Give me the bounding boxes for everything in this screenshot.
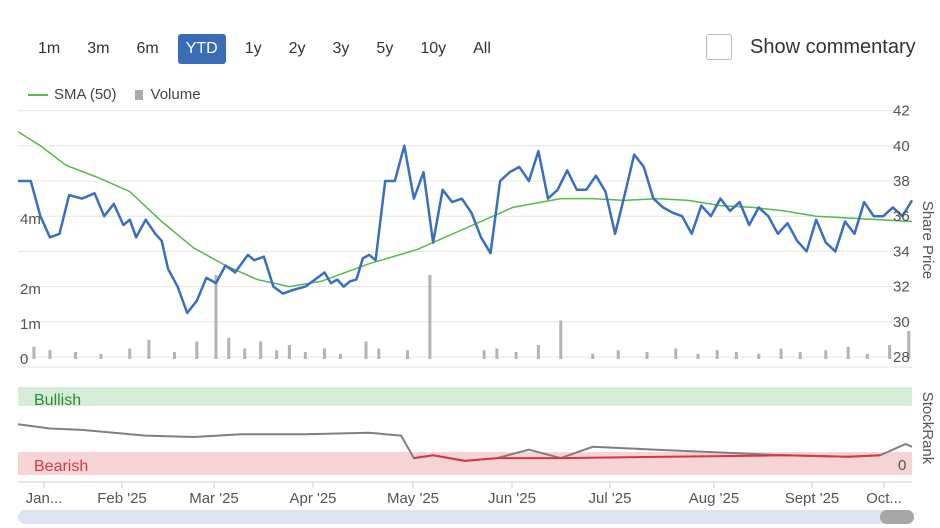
volume-bar bbox=[495, 348, 499, 359]
price-tick-label: 40 bbox=[893, 138, 910, 155]
commentary-label: Show commentary bbox=[750, 35, 916, 58]
volume-bar bbox=[591, 353, 595, 359]
volume-bar bbox=[128, 348, 132, 359]
volume-bar bbox=[147, 339, 151, 359]
range-selector: 1m 3m 6m YTD 1y 2y 3y 5y 10y All bbox=[30, 34, 510, 64]
share-price-axis-label: Share Price bbox=[919, 201, 936, 279]
volume-legend-label: Volume bbox=[150, 86, 201, 103]
stockrank-low-segment bbox=[413, 454, 881, 462]
sma-legend-label: SMA (50) bbox=[54, 86, 117, 103]
volume-bar bbox=[287, 345, 291, 359]
bearish-zone bbox=[18, 452, 912, 475]
price-tick-label: 36 bbox=[893, 208, 910, 225]
stockrank-axis-label: StockRank bbox=[919, 392, 936, 465]
chart-scrollbar-thumb[interactable] bbox=[880, 510, 914, 524]
volume-bar bbox=[715, 350, 719, 359]
volume-bar bbox=[616, 350, 620, 359]
range-button-ytd[interactable]: YTD bbox=[177, 34, 226, 64]
volume-bar bbox=[323, 348, 327, 359]
volume-bar bbox=[779, 348, 783, 359]
price-line bbox=[18, 144, 914, 315]
volume-bar bbox=[406, 350, 410, 359]
volume-bar bbox=[696, 353, 700, 359]
volume-bar bbox=[888, 345, 892, 359]
volume-bar bbox=[559, 320, 563, 359]
volume-bar bbox=[227, 338, 231, 359]
volume-bar bbox=[364, 341, 368, 359]
range-button-6m[interactable]: 6m bbox=[136, 40, 159, 57]
volume-bar bbox=[536, 345, 540, 359]
commentary-checkbox[interactable] bbox=[706, 34, 732, 60]
x-tick-label: May '25 bbox=[387, 490, 439, 507]
range-button-10y[interactable]: 10y bbox=[420, 40, 447, 57]
price-tick-label: 28 bbox=[893, 349, 910, 366]
range-button-5y[interactable]: 5y bbox=[376, 40, 394, 57]
volume-tick-label: 1m bbox=[20, 316, 41, 333]
x-tick-label: Jan... bbox=[26, 490, 63, 507]
bullish-label: Bullish bbox=[34, 392, 81, 409]
x-tick-label: Jul '25 bbox=[589, 490, 632, 507]
price-tick-label: 42 bbox=[893, 103, 910, 120]
volume-bar bbox=[172, 352, 176, 359]
x-tick-label: Apr '25 bbox=[289, 490, 336, 507]
price-tick-label: 32 bbox=[893, 279, 910, 296]
range-button-all[interactable]: All bbox=[473, 40, 491, 57]
volume-bar bbox=[214, 275, 218, 359]
volume-bar bbox=[195, 341, 199, 359]
price-tick-label: 34 bbox=[893, 243, 910, 260]
volume-bar bbox=[275, 350, 279, 359]
volume-bar bbox=[428, 275, 432, 359]
volume-bar bbox=[846, 346, 850, 359]
volume-bar bbox=[865, 353, 869, 359]
volume-legend-swatch bbox=[134, 89, 143, 100]
range-button-1m[interactable]: 1m bbox=[38, 40, 61, 57]
volume-bar bbox=[377, 348, 381, 359]
x-tick-label: Oct... bbox=[866, 490, 902, 507]
x-tick-label: Mar '25 bbox=[189, 490, 239, 507]
volume-bar bbox=[645, 352, 649, 359]
volume-bar bbox=[338, 353, 342, 359]
volume-bar bbox=[824, 350, 828, 359]
volume-bar bbox=[259, 341, 263, 359]
x-tick-label: Jun '25 bbox=[488, 490, 536, 507]
volume-bar bbox=[303, 352, 307, 359]
price-tick-label: 30 bbox=[893, 314, 910, 331]
sma-line bbox=[17, 131, 913, 288]
stockrank-tick-label: 0 bbox=[898, 457, 906, 474]
volume-bar bbox=[734, 352, 738, 359]
sma-legend-swatch bbox=[28, 93, 48, 96]
volume-bar bbox=[514, 352, 518, 359]
bearish-label: Bearish bbox=[34, 458, 88, 475]
x-tick-label: Aug '25 bbox=[689, 490, 739, 507]
volume-bar bbox=[73, 352, 77, 359]
volume-bar bbox=[243, 348, 247, 359]
x-tick-label: Sept '25 bbox=[785, 490, 840, 507]
volume-bar bbox=[798, 352, 802, 359]
show-commentary-toggle[interactable]: Show commentary bbox=[706, 34, 916, 60]
volume-bar bbox=[482, 350, 486, 359]
bullish-zone bbox=[18, 387, 912, 406]
price-tick-label: 38 bbox=[893, 173, 910, 190]
volume-bar bbox=[674, 348, 678, 359]
chart-scrollbar[interactable] bbox=[18, 510, 914, 524]
volume-bar bbox=[907, 331, 911, 359]
range-button-3m[interactable]: 3m bbox=[87, 40, 110, 57]
volume-bar bbox=[48, 350, 52, 359]
volume-bar bbox=[32, 346, 36, 359]
range-button-3y[interactable]: 3y bbox=[332, 40, 350, 57]
volume-tick-label: 4m bbox=[20, 211, 41, 228]
volume-tick-label: 2m bbox=[20, 281, 41, 298]
volume-bar bbox=[99, 353, 103, 359]
volume-tick-label: 0 bbox=[20, 351, 28, 368]
chart-legend: SMA (50) Volume bbox=[28, 86, 201, 103]
volume-bar bbox=[757, 353, 761, 359]
range-button-2y[interactable]: 2y bbox=[288, 40, 306, 57]
x-tick-label: Feb '25 bbox=[97, 490, 147, 507]
range-button-1y[interactable]: 1y bbox=[244, 40, 262, 57]
